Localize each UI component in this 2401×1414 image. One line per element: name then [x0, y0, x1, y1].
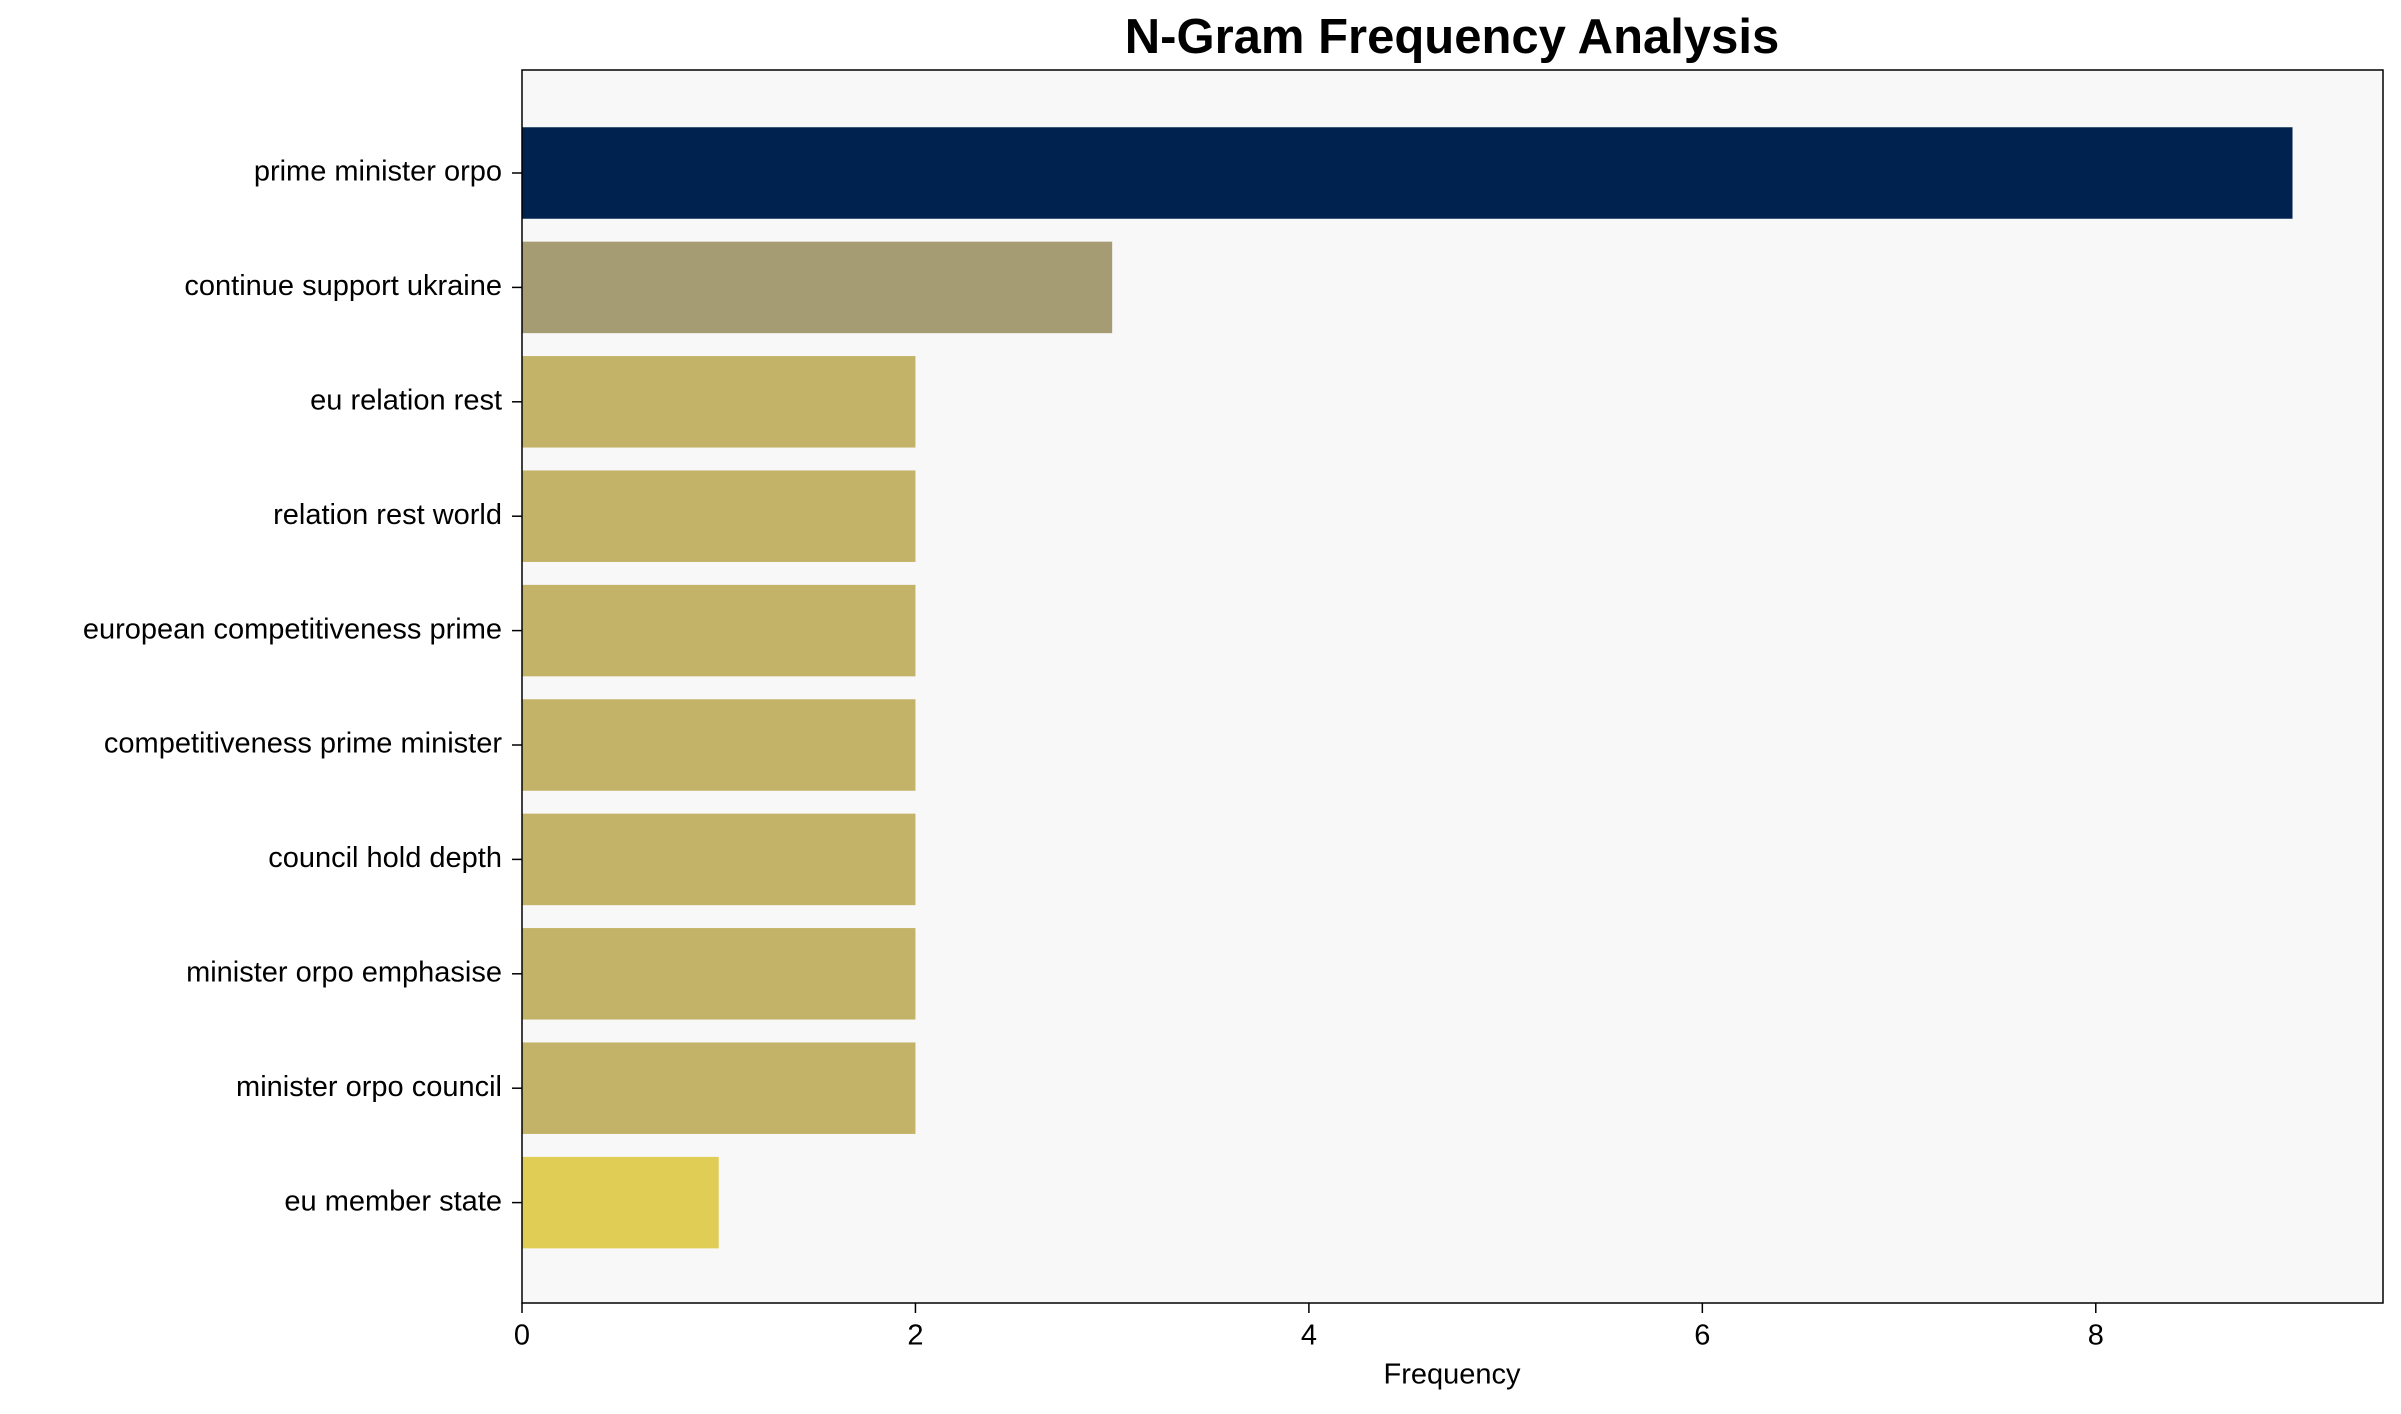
bar: [522, 470, 916, 562]
bar: [522, 356, 916, 448]
chart-title: N-Gram Frequency Analysis: [1125, 10, 1779, 64]
bar: [522, 127, 2293, 219]
bar: [522, 241, 1113, 334]
x-tick-label: 4: [1301, 1320, 1317, 1352]
bar: [522, 1156, 719, 1249]
y-tick-label: council hold depth: [268, 842, 502, 874]
y-tick-label: eu relation rest: [310, 384, 502, 416]
bar: [522, 928, 916, 1020]
y-tick-label: prime minister orpo: [254, 156, 502, 188]
x-tick-label: 2: [907, 1320, 923, 1352]
y-tick-label: continue support ukraine: [184, 270, 502, 302]
bar: [522, 813, 916, 906]
x-tick-label: 0: [514, 1320, 530, 1352]
bar: [522, 699, 916, 791]
y-tick-label: european competitiveness prime: [83, 613, 502, 645]
y-tick-label: competitiveness prime minister: [104, 728, 502, 760]
y-tick-label: eu member state: [284, 1185, 502, 1217]
bar: [522, 1042, 916, 1134]
plot-frame: [521, 69, 2384, 1304]
y-tick-label: minister orpo emphasise: [186, 956, 502, 988]
bar: [522, 584, 916, 677]
x-axis-label: Frequency: [1383, 1359, 1521, 1391]
x-tick-label: 6: [1694, 1320, 1710, 1352]
y-tick-label: relation rest world: [273, 499, 502, 531]
y-tick-label: minister orpo council: [236, 1071, 502, 1103]
x-tick-label: 8: [2088, 1320, 2104, 1352]
